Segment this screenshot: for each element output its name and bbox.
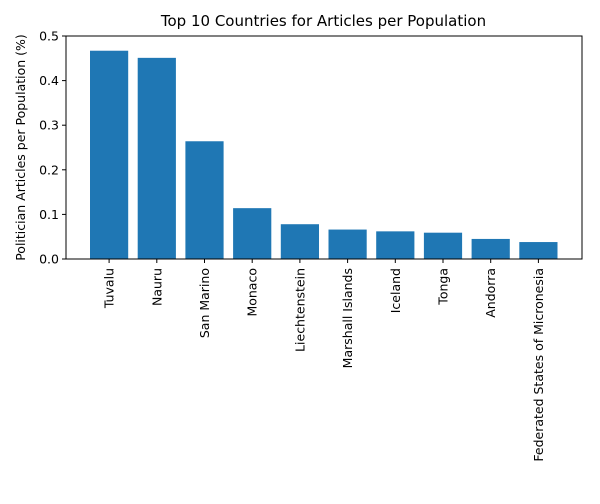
y-tick-label: 0.2 xyxy=(39,162,59,177)
y-tick-label: 0.1 xyxy=(39,207,59,222)
bar-nauru xyxy=(137,57,176,259)
x-tick-label: Tonga xyxy=(436,268,451,306)
x-tick-label: San Marino xyxy=(197,268,212,338)
y-axis-title: Politician Articles per Population (%) xyxy=(13,34,28,261)
bar-marshall-islands xyxy=(328,229,367,259)
y-tick-label: 0.5 xyxy=(39,29,59,44)
x-tick-label: Nauru xyxy=(149,268,164,306)
bar-monaco xyxy=(233,208,272,259)
bar-tuvalu xyxy=(90,50,129,259)
bars-group xyxy=(90,50,558,259)
bar-federated-states-of-micronesia xyxy=(519,242,558,259)
chart-title: Top 10 Countries for Articles per Popula… xyxy=(160,12,486,30)
axes-group: 0.0 0.1 0.2 0.3 0.4 0.5 Tuvalu Nauru San Marino M… xyxy=(39,29,583,462)
y-tick-label: 0.4 xyxy=(39,73,59,88)
bar-san-marino xyxy=(185,141,224,259)
x-tick-label: Tuvalu xyxy=(102,268,117,309)
x-tick-label: Federated States of Micronesia xyxy=(531,268,546,462)
x-tick-label: Iceland xyxy=(388,268,403,313)
bar-tonga xyxy=(423,232,463,259)
y-tick-label: 0.3 xyxy=(39,118,59,133)
x-tick-label: Monaco xyxy=(245,268,260,317)
x-tick-label: Andorra xyxy=(483,268,498,318)
x-tick-label: Marshall Islands xyxy=(340,268,355,368)
x-tick-label: Liechtenstein xyxy=(292,268,307,352)
bar-iceland xyxy=(376,231,415,259)
bar-liechtenstein xyxy=(280,224,319,259)
bar-andorra xyxy=(471,238,510,259)
plot-frame xyxy=(65,35,583,260)
y-tick-label: 0.0 xyxy=(39,252,59,267)
